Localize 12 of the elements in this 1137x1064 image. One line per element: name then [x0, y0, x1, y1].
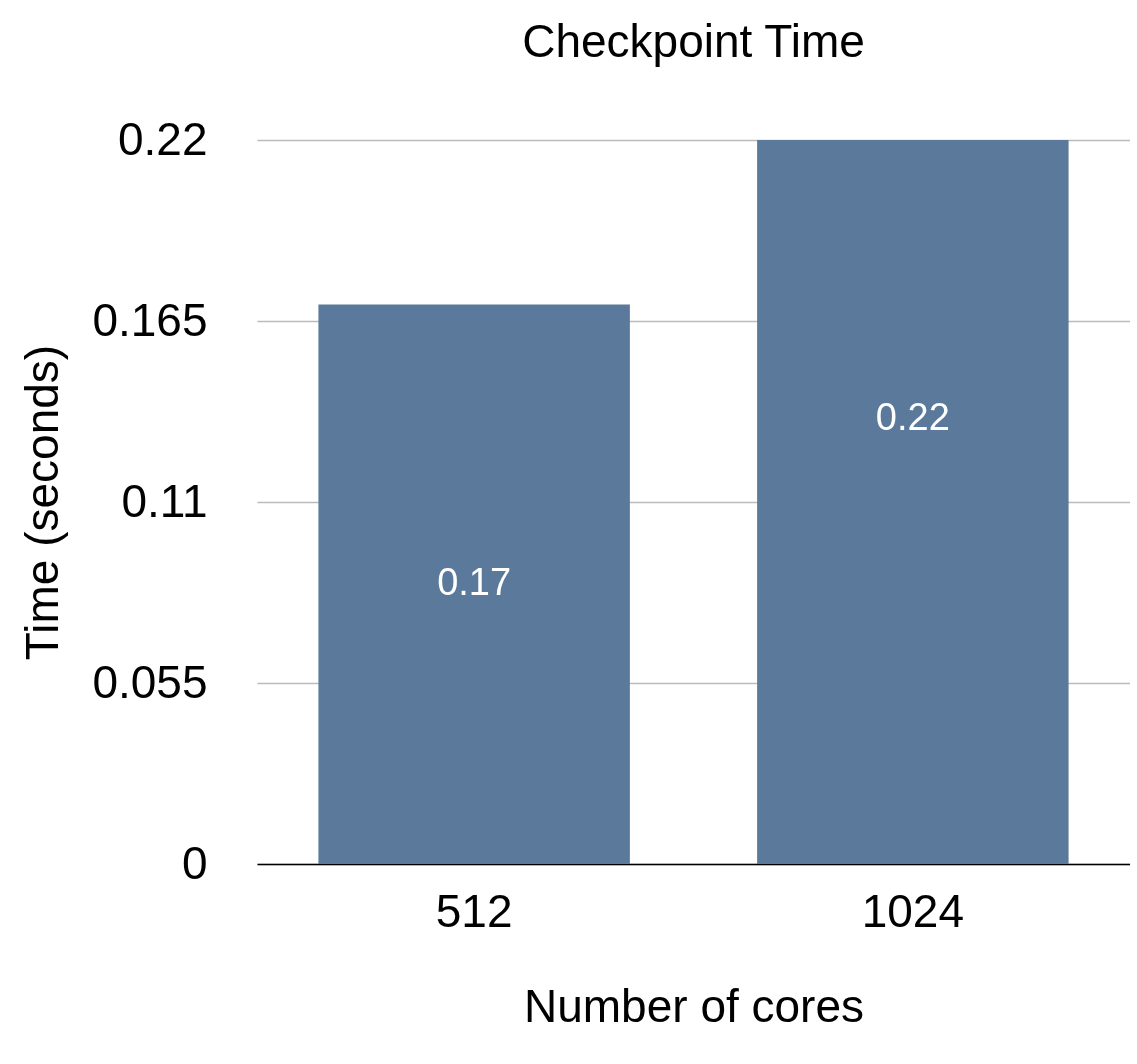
y-tick-label: 0.11 [121, 474, 208, 527]
y-tick-label: 0.055 [92, 655, 208, 708]
x-tick-label: 512 [435, 884, 513, 937]
y-axis-title: Time (seconds) [16, 344, 69, 661]
y-tick-label: 0.22 [117, 112, 208, 165]
data-label: 0.17 [437, 560, 512, 603]
x-tick-label: 1024 [861, 884, 965, 937]
y-tick-label: 0.165 [92, 293, 208, 346]
chart-title: Checkpoint Time [522, 15, 865, 67]
x-axis-title: Number of cores [523, 979, 865, 1032]
y-tick-label: 0 [181, 836, 208, 889]
data-label: 0.22 [875, 396, 950, 438]
